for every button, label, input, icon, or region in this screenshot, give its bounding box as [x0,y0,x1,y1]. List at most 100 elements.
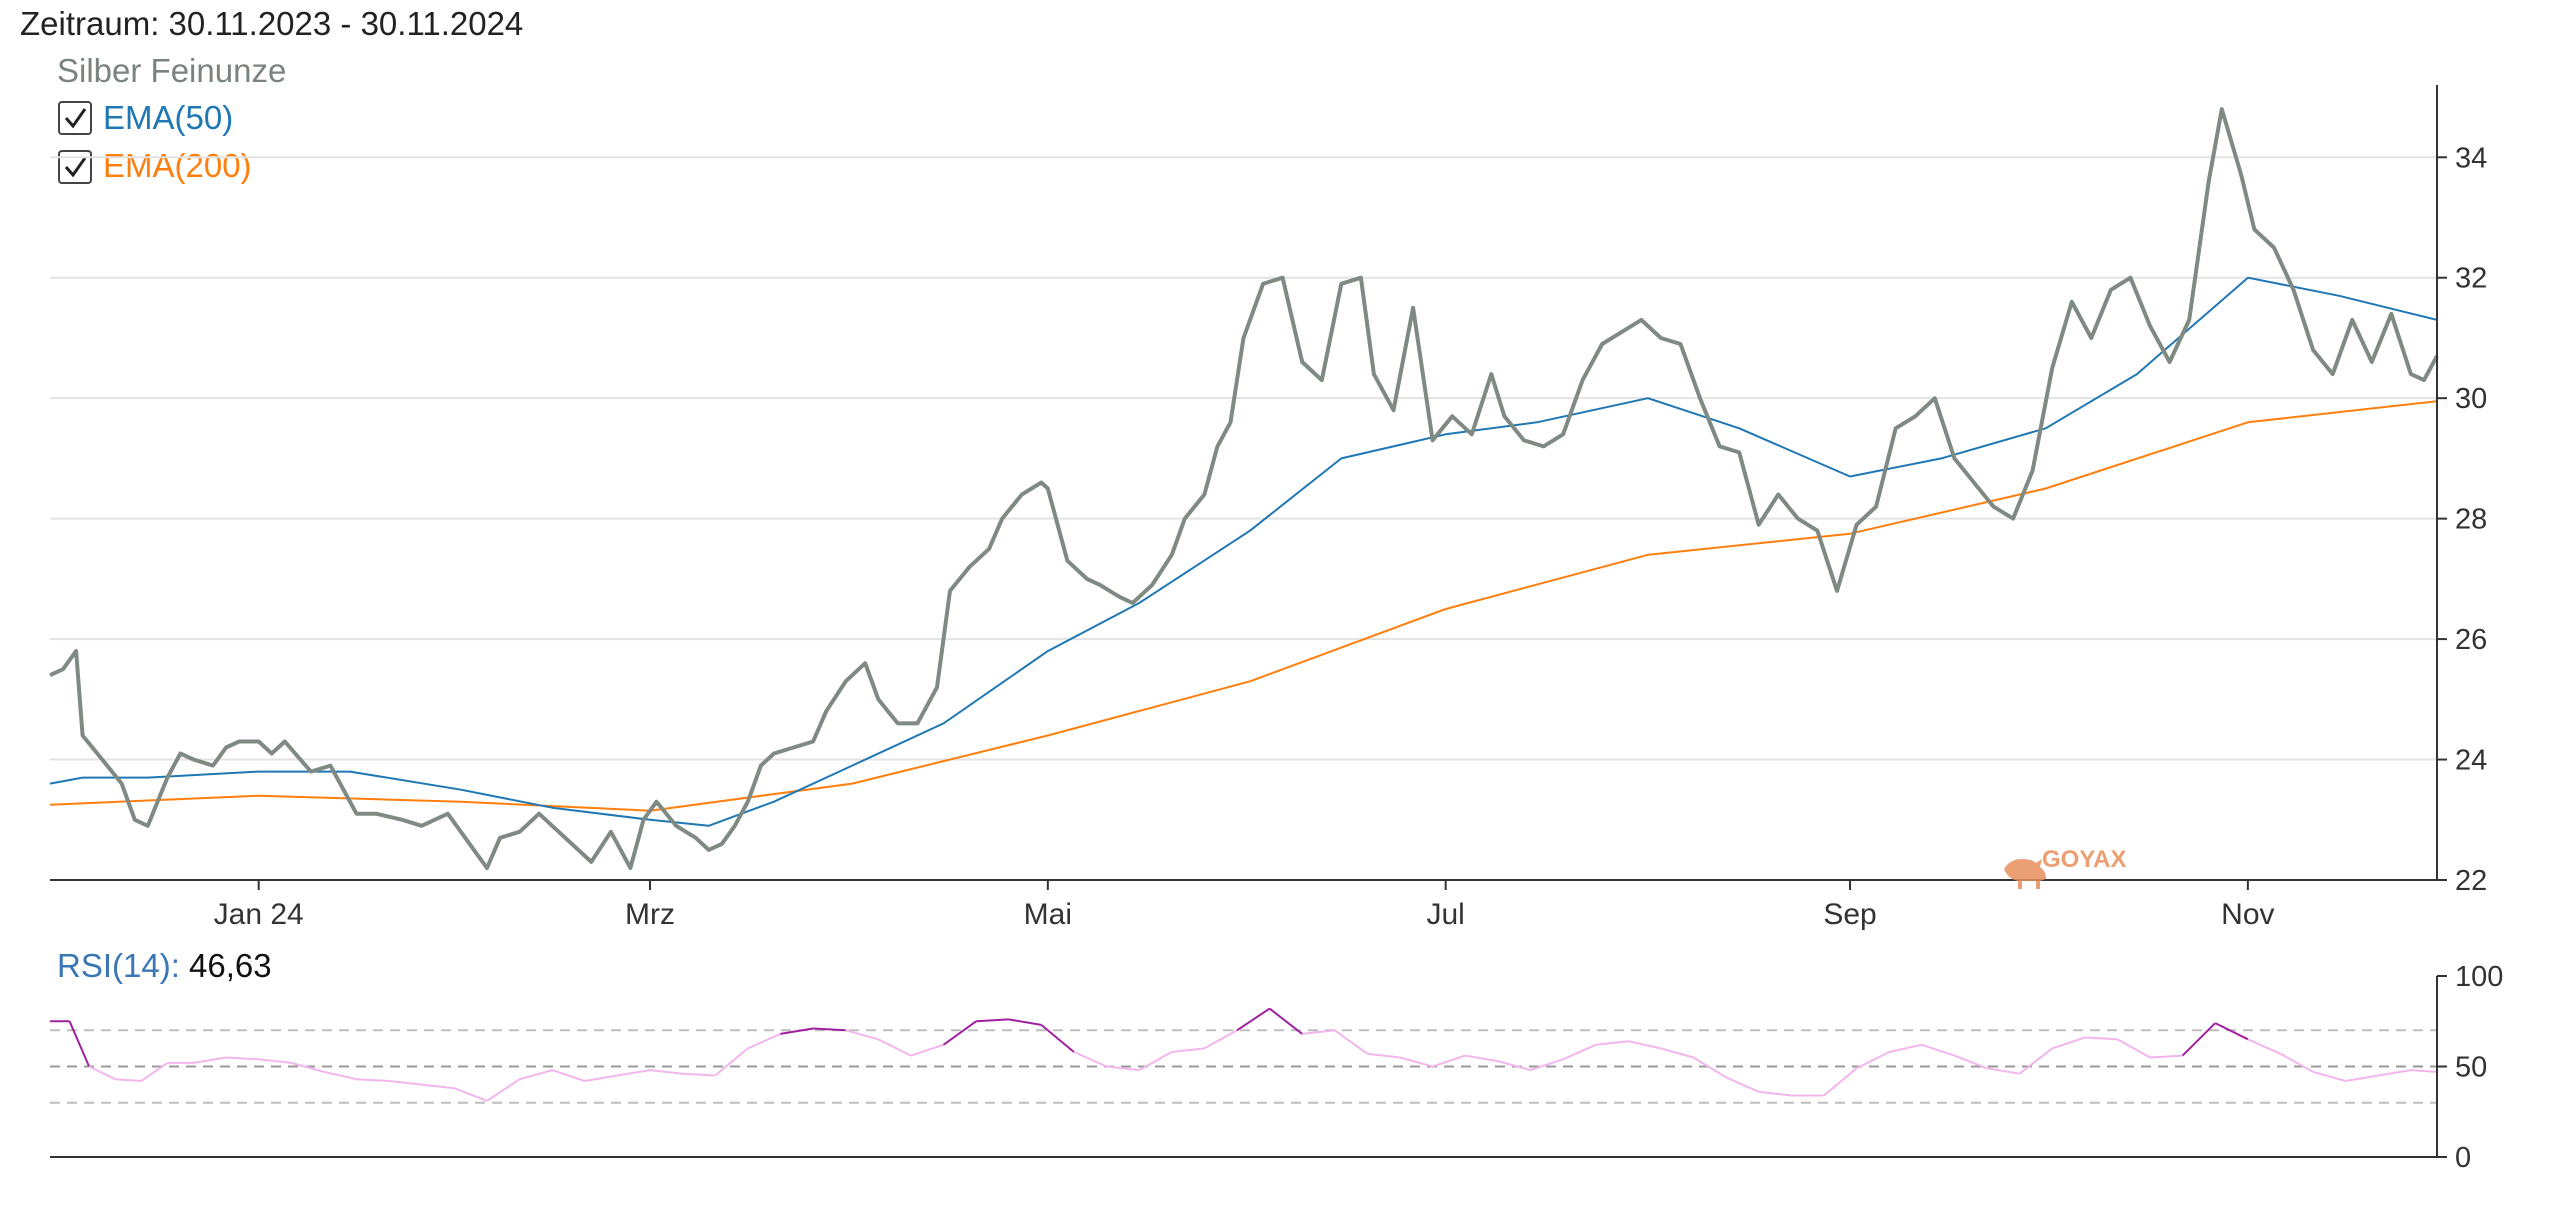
rsi-segment [1138,1051,1173,1071]
rsi-segment [1399,1056,1433,1068]
price-line [49,107,2439,870]
rsi-segment [1823,1067,1858,1097]
rsi-segment [942,1020,977,1046]
rsi-segment [1106,1065,1140,1072]
x-tick-label: Mrz [625,898,675,931]
rsi-label: RSI(14): 46,63 [57,947,272,984]
rsi-segment [910,1043,944,1057]
y-tick-label: 28 [2455,504,2487,536]
rsi-segment [1856,1051,1890,1070]
rsi-segment [1367,1052,1401,1059]
rsi-reference-lines [50,1029,2437,1104]
rsi-segment [2084,1036,2118,1041]
rsi-segment [226,1056,259,1061]
rsi-segment [140,1062,168,1082]
rsi-segment [877,1038,912,1057]
x-tick-label: Sep [1823,898,1876,931]
legend-item-ema50[interactable]: EMA(50) [58,99,233,136]
rsi-segment [356,1078,390,1082]
ema200-checkbox[interactable] [58,150,92,184]
rsi-segment [617,1069,651,1077]
rsi-segment [1692,1056,1727,1079]
ema50-checkbox[interactable] [58,101,92,135]
goyax-watermark: GOYAX [2004,846,2126,889]
x-tick-label: Jul [1426,898,1464,931]
y-tick-label: 24 [2455,745,2487,777]
x-tick-label: Nov [2221,898,2274,931]
rsi-segment [454,1087,488,1102]
rsi-line [50,1007,2438,1102]
rsi-segment [2312,1070,2346,1082]
ema200-legend-label: EMA(200) [103,147,252,184]
rsi-segment [2280,1052,2314,1073]
rsi-axes: 0 50 100 [50,961,2503,1174]
rsi-segment [1986,1067,2020,1075]
rsi-segment [813,1027,846,1032]
rsi-segment [845,1029,879,1041]
rsi-segment [1008,1018,1042,1026]
rsi-segment [649,1069,683,1075]
rsi-segment [519,1069,553,1081]
checkmark-icon [64,108,87,129]
rsi-segment [88,1065,116,1081]
bull-logo-icon [2004,859,2046,889]
series-name-label: Silber Feinunze [57,52,286,89]
rsi-segment [1302,1029,1335,1035]
rsi-segment [2149,1054,2183,1059]
y-tick-label: 32 [2455,263,2487,295]
rsi-current-value: 46,63 [189,947,272,984]
goyax-wordmark: GOYAX [2042,846,2126,873]
rsi-segment [2247,1038,2281,1055]
rsi-segment [421,1083,455,1090]
rsi-segment [1954,1054,1988,1070]
main-gridlines [50,156,2437,761]
rsi-segment [976,1018,1009,1023]
legend-item-ema200[interactable]: EMA(200) [58,147,252,184]
rsi-segment [258,1058,292,1064]
rsi-segment [1432,1054,1466,1068]
rsi-segment [1758,1090,1792,1097]
rsi-segment [193,1056,227,1064]
rsi-segment [551,1069,586,1082]
y-tick-label: 34 [2455,142,2487,174]
rsi-segment [1530,1058,1564,1072]
rsi-segment [1562,1043,1597,1061]
ema50-legend-label: EMA(50) [103,99,233,136]
main-series-lines [49,107,2439,870]
rsi-segment [747,1032,781,1050]
rsi-segment [1040,1024,1075,1053]
rsi-segment [1334,1029,1368,1055]
rsi-segment [1725,1076,1760,1093]
rsi-segment [115,1078,142,1082]
checkmark-icon [64,157,87,178]
rsi-tick-label: 0 [2455,1142,2471,1174]
rsi-segment [584,1074,618,1082]
rsi-segment [1236,1007,1271,1032]
rsi-segment [780,1027,814,1035]
rsi-segment [1660,1047,1694,1059]
y-tick-label: 26 [2455,624,2487,656]
rsi-segment [2378,1069,2412,1077]
rsi-segment [486,1078,521,1102]
rsi-segment [2051,1036,2086,1050]
rsi-segment [68,1020,91,1067]
rsi-segment [1203,1029,1238,1050]
ema50-line [49,276,2438,827]
rsi-tick-label: 50 [2455,1052,2487,1084]
x-tick-label: Jan 24 [214,898,304,931]
rsi-segment [2345,1074,2379,1082]
x-tick-label: Mai [1024,898,1072,931]
rsi-segment [1595,1040,1629,1046]
rsi-segment [1073,1051,1107,1068]
rsi-segment [1171,1047,1205,1053]
rsi-segment [1497,1060,1531,1072]
rsi-segment [291,1061,325,1073]
rsi-segment [2410,1069,2438,1073]
rsi-segment [2018,1047,2053,1075]
rsi-segment [1628,1040,1662,1050]
rsi-segment [1921,1043,1955,1057]
main-axes: 22 24 26 28 30 32 34 Jan 24 Mrz Mai Jul Sep Nov [50,85,2487,931]
rsi-segment [2214,1022,2249,1041]
y-tick-label: 22 [2455,865,2487,897]
